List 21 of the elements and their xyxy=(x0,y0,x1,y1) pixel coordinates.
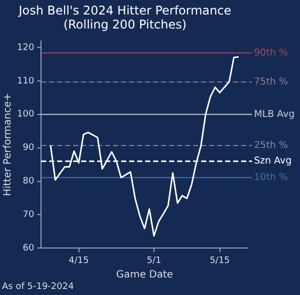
ref-line-label: MLB Avg xyxy=(254,108,295,120)
x-tick-label: 4/15 xyxy=(68,256,89,266)
y-axis-title: Hitter Performance+ xyxy=(2,92,14,196)
x-axis-title: Game Date xyxy=(116,270,174,281)
ref-line-label: Szn Avg xyxy=(254,156,292,167)
chart-subtitle: (Rolling 200 Pitches) xyxy=(63,18,187,32)
ref-line-label: 25th % xyxy=(254,140,288,151)
x-tick-label: 5/1 xyxy=(146,256,162,266)
ref-line-label: 90th % xyxy=(254,47,288,58)
y-tick-label: 90 xyxy=(22,143,34,154)
chart-title: Josh Bell's 2024 Hitter Performance xyxy=(18,3,232,18)
y-tick-label: 100 xyxy=(16,110,34,120)
y-tick-label: 110 xyxy=(16,76,34,86)
y-tick-label: 70 xyxy=(22,210,34,220)
text: As of 5-19-2024 xyxy=(2,282,74,292)
y-tick-label: 60 xyxy=(22,244,34,254)
y-tick-label: 120 xyxy=(16,42,34,53)
y-tick-label: 80 xyxy=(22,176,34,187)
ref-line-label: 10th % xyxy=(254,172,288,184)
x-tick-label: 5/15 xyxy=(210,256,230,266)
ref-line-label: 75th % xyxy=(254,76,288,88)
